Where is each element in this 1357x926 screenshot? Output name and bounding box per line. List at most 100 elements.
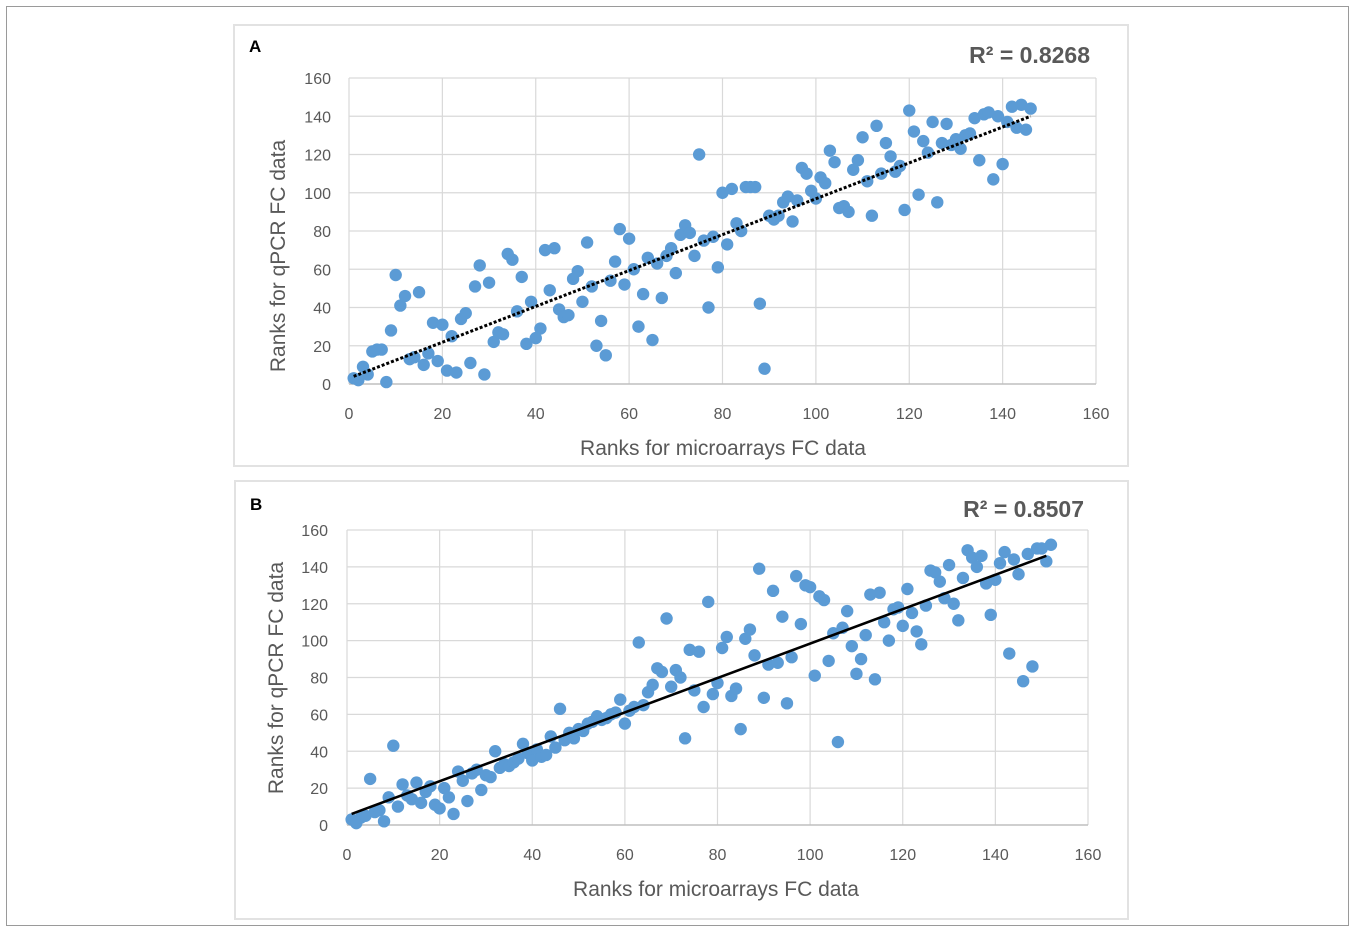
data-point bbox=[748, 180, 762, 194]
data-point bbox=[1007, 553, 1021, 566]
data-point bbox=[674, 228, 687, 242]
data-point bbox=[776, 610, 789, 623]
data-point bbox=[791, 194, 804, 207]
data-point bbox=[878, 615, 891, 629]
data-point bbox=[903, 104, 916, 117]
data-point bbox=[870, 119, 883, 133]
data-point bbox=[468, 280, 482, 293]
data-point bbox=[771, 656, 784, 669]
data-point bbox=[506, 253, 519, 266]
data-point bbox=[984, 608, 997, 622]
data-point bbox=[580, 236, 594, 249]
data-point bbox=[426, 316, 440, 329]
data-point bbox=[949, 133, 963, 146]
data-point bbox=[391, 800, 405, 813]
data-point bbox=[655, 665, 669, 679]
data-point bbox=[831, 735, 845, 749]
data-point bbox=[1026, 660, 1039, 673]
data-point bbox=[489, 745, 502, 758]
data-point bbox=[473, 259, 486, 272]
y-tick-label: 100 bbox=[301, 634, 328, 651]
data-point bbox=[450, 366, 463, 379]
data-point bbox=[646, 333, 659, 347]
y-axis-title-a: Ranks for qPCR FC data bbox=[267, 140, 290, 373]
data-point bbox=[973, 154, 986, 167]
data-point bbox=[882, 634, 896, 647]
data-point bbox=[935, 136, 949, 150]
data-point bbox=[884, 150, 897, 163]
data-point bbox=[868, 673, 882, 686]
data-point bbox=[910, 625, 923, 638]
data-point bbox=[543, 284, 556, 297]
data-point bbox=[794, 617, 808, 631]
data-point bbox=[823, 144, 837, 157]
data-point bbox=[786, 215, 799, 228]
x-tick-label: 40 bbox=[527, 406, 545, 423]
data-point bbox=[410, 776, 423, 789]
data-point bbox=[627, 263, 640, 276]
data-point bbox=[1019, 123, 1033, 136]
data-point bbox=[720, 238, 734, 251]
data-point bbox=[646, 678, 659, 692]
data-point bbox=[389, 268, 402, 282]
data-point bbox=[1012, 568, 1025, 581]
data-point bbox=[993, 556, 1007, 570]
y-tick-label: 100 bbox=[304, 186, 331, 203]
trendline bbox=[353, 114, 1032, 378]
data-point bbox=[414, 796, 428, 810]
chart-panel-a: 0 20 40 60 80 100 120 140 160 0 20 40 60 80 100 120 140 1… bbox=[233, 24, 1129, 467]
data-point bbox=[781, 190, 795, 203]
data-point bbox=[599, 349, 612, 362]
data-point bbox=[968, 111, 981, 125]
data-point bbox=[931, 196, 944, 209]
x-axis-title-a: Ranks for microarrays FC data bbox=[580, 437, 866, 460]
data-point bbox=[851, 154, 865, 167]
data-point bbox=[859, 628, 872, 642]
data-point bbox=[594, 314, 608, 328]
data-point bbox=[412, 286, 426, 299]
y-tick-label: 20 bbox=[313, 339, 331, 356]
data-point bbox=[1021, 547, 1034, 561]
data-point bbox=[752, 562, 766, 575]
data-point bbox=[549, 741, 562, 754]
data-point bbox=[373, 804, 386, 817]
data-point bbox=[417, 358, 430, 372]
data-point bbox=[664, 680, 678, 693]
scatter-chart-a: 0 20 40 60 80 100 120 140 160 0 20 40 60 80 100 120 140 1… bbox=[249, 37, 1109, 460]
data-point bbox=[655, 291, 669, 305]
data-point bbox=[828, 155, 841, 169]
data-point bbox=[956, 571, 970, 585]
data-point bbox=[716, 186, 729, 199]
panel-label-b: B bbox=[250, 495, 262, 514]
x-tick-label: 20 bbox=[433, 406, 451, 423]
data-point bbox=[398, 289, 412, 303]
data-point bbox=[856, 131, 869, 144]
data-point bbox=[622, 232, 636, 245]
data-point bbox=[590, 339, 603, 352]
data-point bbox=[674, 671, 687, 684]
data-point bbox=[632, 636, 645, 649]
data-point bbox=[447, 807, 460, 821]
data-point bbox=[753, 297, 767, 310]
data-point bbox=[377, 815, 391, 828]
data-point bbox=[683, 226, 697, 240]
data-point bbox=[850, 667, 863, 681]
x-tick-label: 140 bbox=[982, 847, 1009, 864]
data-point bbox=[720, 630, 733, 644]
data-point bbox=[739, 632, 752, 645]
data-point bbox=[456, 774, 469, 787]
y-tick-label: 40 bbox=[310, 744, 328, 761]
data-point bbox=[553, 702, 567, 716]
data-point bbox=[660, 612, 673, 625]
data-point bbox=[571, 264, 584, 278]
y-tick-label: 120 bbox=[301, 597, 328, 614]
data-point bbox=[1010, 121, 1023, 134]
data-point bbox=[548, 242, 561, 255]
data-point bbox=[998, 545, 1011, 559]
data-point bbox=[678, 732, 692, 745]
data-point bbox=[524, 295, 538, 308]
data-point bbox=[725, 182, 739, 196]
data-point bbox=[562, 308, 575, 322]
data-point bbox=[743, 623, 757, 636]
y-tick-label: 80 bbox=[313, 224, 331, 241]
